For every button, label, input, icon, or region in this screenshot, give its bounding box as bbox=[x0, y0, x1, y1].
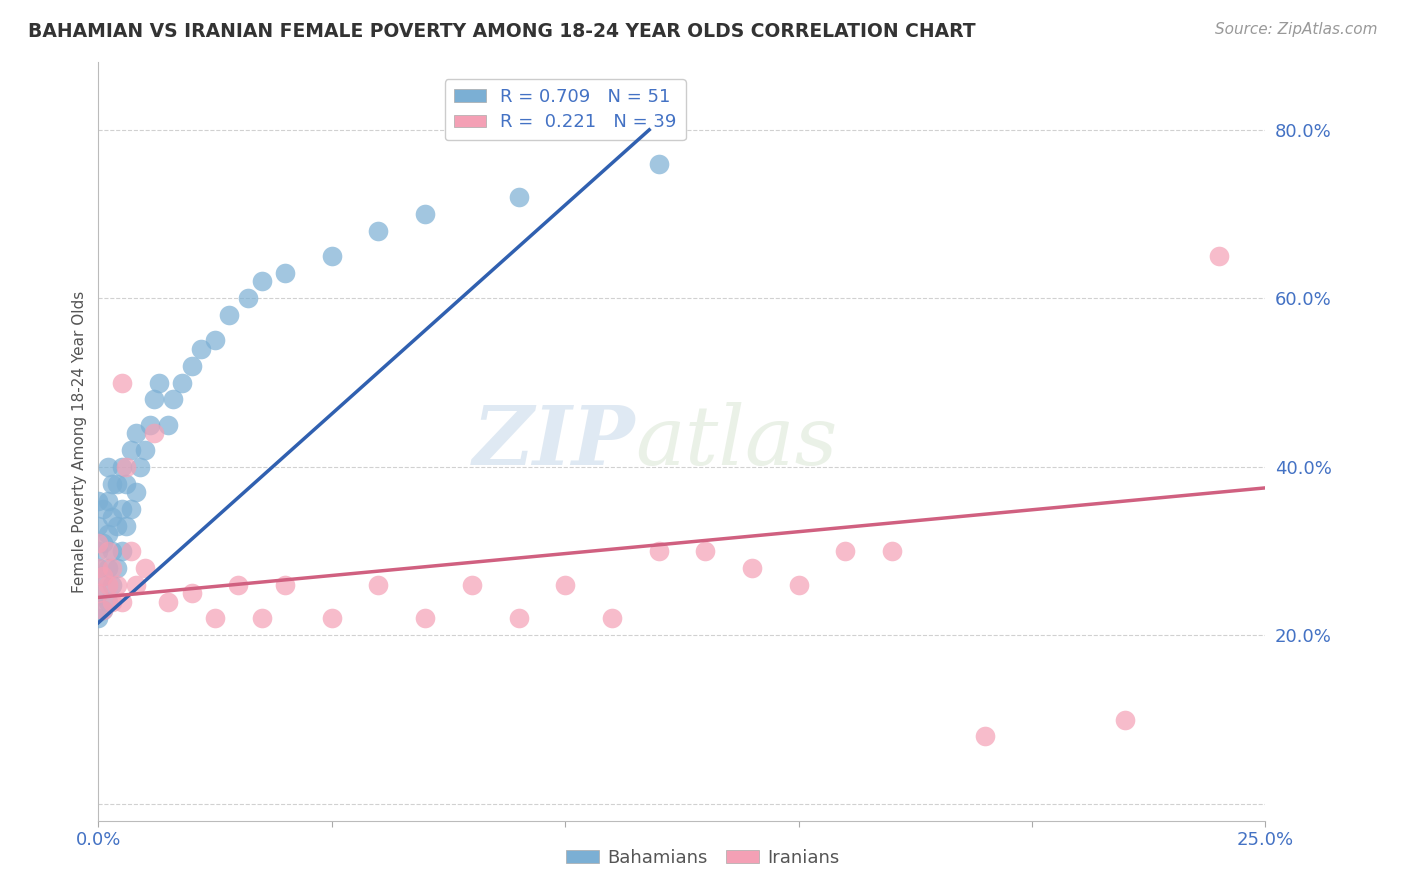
Text: Source: ZipAtlas.com: Source: ZipAtlas.com bbox=[1215, 22, 1378, 37]
Point bbox=[125, 578, 148, 592]
Point bbox=[180, 359, 202, 373]
Point bbox=[111, 502, 134, 516]
Point bbox=[974, 730, 997, 744]
Point bbox=[134, 442, 156, 457]
Point bbox=[139, 417, 162, 432]
Point bbox=[134, 561, 156, 575]
Point bbox=[115, 476, 138, 491]
Point bbox=[91, 535, 114, 549]
Point bbox=[111, 459, 134, 474]
Point bbox=[125, 426, 148, 441]
Point bbox=[87, 586, 110, 600]
Point bbox=[87, 518, 110, 533]
Point bbox=[115, 459, 138, 474]
Point bbox=[321, 249, 343, 263]
Point bbox=[143, 426, 166, 441]
Point bbox=[180, 586, 202, 600]
Point bbox=[101, 594, 124, 608]
Point bbox=[143, 392, 166, 407]
Point bbox=[204, 611, 226, 625]
Point bbox=[880, 544, 903, 558]
Point bbox=[87, 544, 110, 558]
Point bbox=[600, 611, 623, 625]
Text: ZIP: ZIP bbox=[472, 401, 636, 482]
Point bbox=[91, 603, 114, 617]
Point bbox=[647, 156, 669, 170]
Point bbox=[157, 594, 180, 608]
Point bbox=[87, 561, 110, 575]
Point bbox=[413, 611, 436, 625]
Point bbox=[97, 594, 120, 608]
Point bbox=[105, 476, 128, 491]
Point bbox=[741, 561, 763, 575]
Point bbox=[111, 594, 134, 608]
Point bbox=[97, 527, 120, 541]
Point bbox=[91, 502, 114, 516]
Point bbox=[120, 442, 142, 457]
Point bbox=[125, 485, 148, 500]
Point bbox=[91, 569, 114, 583]
Point bbox=[1114, 713, 1136, 727]
Point bbox=[101, 510, 124, 524]
Text: BAHAMIAN VS IRANIAN FEMALE POVERTY AMONG 18-24 YEAR OLDS CORRELATION CHART: BAHAMIAN VS IRANIAN FEMALE POVERTY AMONG… bbox=[28, 22, 976, 41]
Point bbox=[508, 611, 530, 625]
Point bbox=[105, 518, 128, 533]
Point bbox=[647, 544, 669, 558]
Point bbox=[91, 603, 114, 617]
Point bbox=[1208, 249, 1230, 263]
Point bbox=[87, 586, 110, 600]
Point bbox=[101, 476, 124, 491]
Point bbox=[101, 561, 124, 575]
Point bbox=[787, 578, 810, 592]
Point bbox=[157, 417, 180, 432]
Point bbox=[87, 535, 110, 549]
Text: atlas: atlas bbox=[636, 401, 838, 482]
Point bbox=[87, 493, 110, 508]
Point bbox=[97, 493, 120, 508]
Point bbox=[105, 561, 128, 575]
Legend: R = 0.709   N = 51, R =  0.221   N = 39: R = 0.709 N = 51, R = 0.221 N = 39 bbox=[444, 79, 686, 140]
Point bbox=[554, 578, 576, 592]
Point bbox=[834, 544, 856, 558]
Point bbox=[250, 611, 273, 625]
Point bbox=[105, 578, 128, 592]
Point bbox=[120, 544, 142, 558]
Legend: Bahamians, Iranians: Bahamians, Iranians bbox=[560, 842, 846, 874]
Point bbox=[236, 291, 259, 305]
Point bbox=[413, 207, 436, 221]
Point bbox=[172, 376, 194, 390]
Point bbox=[101, 578, 124, 592]
Point bbox=[111, 544, 134, 558]
Point bbox=[274, 578, 297, 592]
Point bbox=[162, 392, 184, 407]
Point bbox=[91, 569, 114, 583]
Point bbox=[129, 459, 152, 474]
Y-axis label: Female Poverty Among 18-24 Year Olds: Female Poverty Among 18-24 Year Olds bbox=[72, 291, 87, 592]
Point bbox=[97, 459, 120, 474]
Point bbox=[461, 578, 484, 592]
Point bbox=[367, 224, 389, 238]
Point bbox=[120, 502, 142, 516]
Point bbox=[97, 561, 120, 575]
Point bbox=[204, 334, 226, 348]
Point bbox=[111, 376, 134, 390]
Point bbox=[274, 266, 297, 280]
Point bbox=[97, 578, 120, 592]
Point bbox=[148, 376, 170, 390]
Point bbox=[218, 308, 240, 322]
Point bbox=[228, 578, 250, 592]
Point bbox=[321, 611, 343, 625]
Point bbox=[97, 544, 120, 558]
Point bbox=[190, 342, 212, 356]
Point bbox=[508, 190, 530, 204]
Point bbox=[115, 518, 138, 533]
Point bbox=[87, 561, 110, 575]
Point bbox=[250, 275, 273, 289]
Point bbox=[87, 611, 110, 625]
Point bbox=[101, 544, 124, 558]
Point bbox=[695, 544, 717, 558]
Point bbox=[367, 578, 389, 592]
